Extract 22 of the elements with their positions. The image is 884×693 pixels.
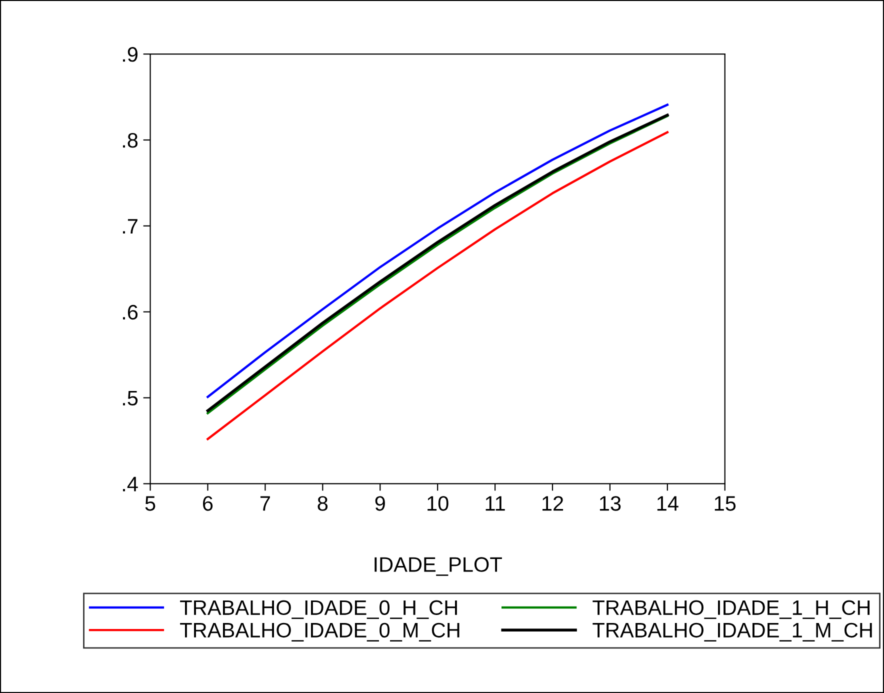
x-tick-label: 6 <box>203 496 213 511</box>
legend-label: TRABALHO_IDADE_1_M_CH <box>592 622 872 642</box>
x-tick-label: 13 <box>600 496 621 511</box>
y-tick-label: .7 <box>123 219 138 234</box>
y-tick-label: .4 <box>123 476 138 492</box>
x-axis-title: IDADE_PLOT <box>374 557 502 576</box>
x-tick-label: 12 <box>542 496 564 511</box>
y-tick-label: .5 <box>123 391 138 406</box>
x-tick-label: 7 <box>260 496 270 511</box>
legend-label: TRABALHO_IDADE_1_H_CH <box>592 600 870 619</box>
x-tick-label: 15 <box>714 496 736 511</box>
x-tick-label: 10 <box>428 496 448 511</box>
legend-label: TRABALHO_IDADE_0_M_CH <box>180 622 460 642</box>
y-tick-label: .8 <box>123 132 138 148</box>
x-tick-label: 9 <box>375 496 385 511</box>
x-tick-label: 5 <box>145 496 156 511</box>
y-tick-label: .6 <box>123 304 138 320</box>
legend-label: TRABALHO_IDADE_0_H_CH <box>180 600 457 619</box>
x-tick-label: 8 <box>318 496 328 511</box>
x-tick-label: 11 <box>486 496 505 511</box>
x-tick-label: 14 <box>657 496 678 511</box>
y-tick-label: .9 <box>123 47 138 62</box>
